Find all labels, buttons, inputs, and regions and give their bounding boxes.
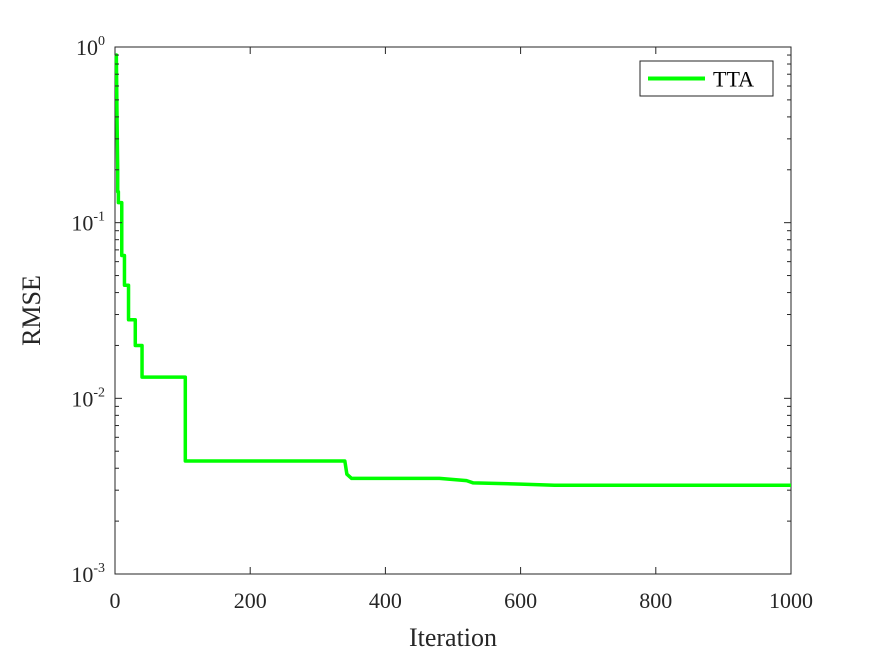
- plot-frame: [114, 46, 792, 575]
- x-tick-label: 200: [234, 588, 267, 613]
- x-tick-label: 600: [504, 588, 537, 613]
- legend-label: TTA: [713, 67, 754, 92]
- tick-labels: 0 200 400 600 800 1000 10-3 10-2 10-1 100: [71, 34, 813, 613]
- plot-area: [114, 46, 792, 575]
- x-tick-label: 0: [110, 588, 121, 613]
- x-tick-label: 400: [369, 588, 402, 613]
- ticks-layer: [114, 46, 792, 575]
- series-line-1: [114, 53, 791, 488]
- y-axis-label: RMSE: [17, 275, 46, 346]
- x-tick-label: 800: [639, 588, 672, 613]
- legend: TTA: [639, 60, 774, 97]
- y-tick-label: 100: [76, 34, 105, 60]
- y-tick-label: 10-1: [71, 210, 105, 236]
- y-tick-label: 10-2: [71, 385, 105, 411]
- x-axis-label: Iteration: [409, 623, 497, 652]
- series-layer: [114, 53, 791, 488]
- x-tick-label: 1000: [769, 588, 813, 613]
- y-tick-label: 10-3: [71, 561, 105, 587]
